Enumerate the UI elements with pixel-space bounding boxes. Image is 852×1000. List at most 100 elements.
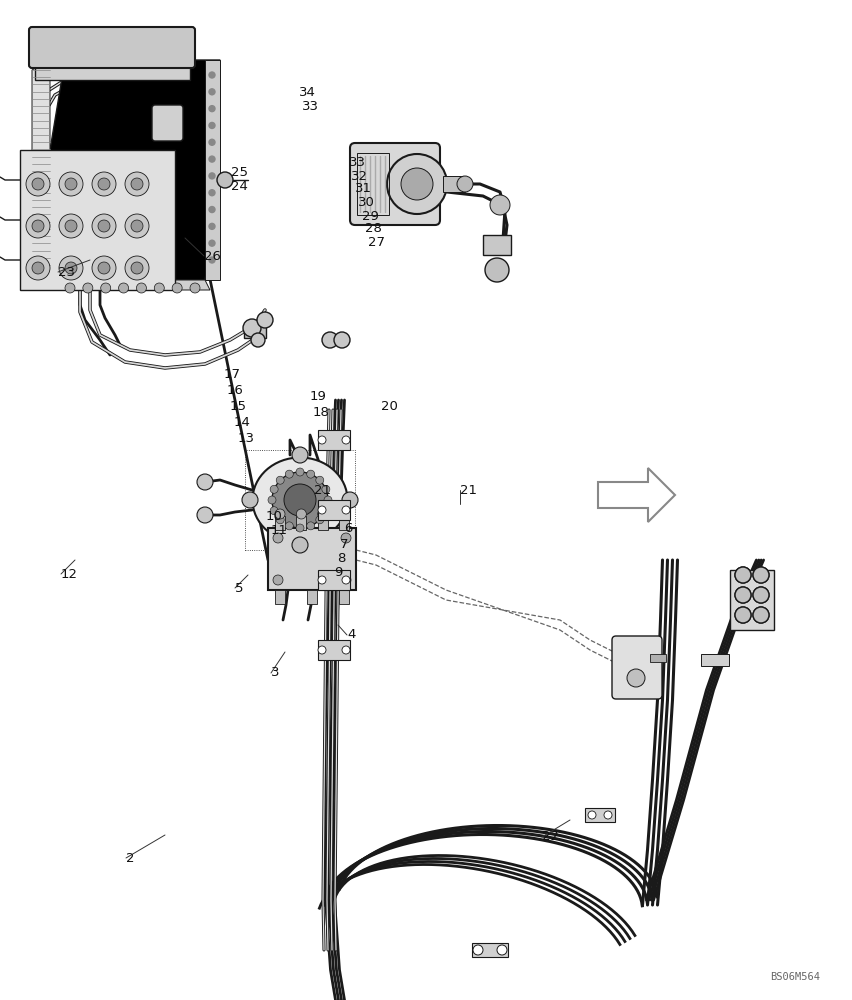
Circle shape xyxy=(65,262,77,274)
Circle shape xyxy=(341,575,351,585)
Circle shape xyxy=(296,509,307,519)
Text: 32: 32 xyxy=(351,169,368,182)
Circle shape xyxy=(334,332,350,348)
Text: 33: 33 xyxy=(302,100,319,112)
Circle shape xyxy=(457,176,473,192)
Circle shape xyxy=(485,258,509,282)
Text: 8: 8 xyxy=(337,552,345,564)
Circle shape xyxy=(268,496,276,504)
Circle shape xyxy=(32,220,44,232)
Circle shape xyxy=(735,607,751,623)
Circle shape xyxy=(154,283,164,293)
Circle shape xyxy=(243,319,261,337)
Circle shape xyxy=(284,484,316,516)
Circle shape xyxy=(341,533,351,543)
Circle shape xyxy=(342,492,358,508)
Bar xyxy=(483,235,511,255)
Bar xyxy=(245,450,355,550)
Circle shape xyxy=(342,576,350,584)
Circle shape xyxy=(209,173,215,179)
Text: 14: 14 xyxy=(234,416,250,428)
FancyBboxPatch shape xyxy=(612,636,662,699)
Circle shape xyxy=(209,156,215,162)
Text: 10: 10 xyxy=(266,510,283,522)
Circle shape xyxy=(735,607,751,623)
Circle shape xyxy=(588,811,596,819)
Polygon shape xyxy=(598,468,675,522)
Circle shape xyxy=(627,669,645,687)
Text: BS06M564: BS06M564 xyxy=(770,972,820,982)
Text: 30: 30 xyxy=(358,196,375,210)
Text: 5: 5 xyxy=(235,582,244,594)
Circle shape xyxy=(296,468,304,476)
Bar xyxy=(339,590,349,604)
Circle shape xyxy=(242,492,258,508)
Circle shape xyxy=(209,257,215,263)
Circle shape xyxy=(65,178,77,190)
Circle shape xyxy=(324,496,332,504)
Circle shape xyxy=(209,139,215,145)
Bar xyxy=(318,570,350,590)
Text: 34: 34 xyxy=(299,86,316,99)
Circle shape xyxy=(26,172,50,196)
Text: 19: 19 xyxy=(310,390,327,403)
Circle shape xyxy=(32,262,44,274)
Text: 33: 33 xyxy=(349,155,366,168)
Circle shape xyxy=(65,283,75,293)
Circle shape xyxy=(735,587,751,603)
Circle shape xyxy=(125,214,149,238)
Circle shape xyxy=(307,470,314,478)
Bar xyxy=(318,640,350,660)
Polygon shape xyxy=(32,60,50,270)
Bar xyxy=(701,654,729,666)
Bar xyxy=(275,590,285,604)
Circle shape xyxy=(753,567,769,583)
Circle shape xyxy=(125,172,149,196)
Polygon shape xyxy=(50,60,220,280)
Circle shape xyxy=(342,646,350,654)
Text: 18: 18 xyxy=(313,406,330,418)
Circle shape xyxy=(209,207,215,213)
Text: 21: 21 xyxy=(460,484,477,496)
Circle shape xyxy=(342,436,350,444)
Text: 15: 15 xyxy=(230,399,247,412)
Text: 11: 11 xyxy=(271,524,288,536)
Circle shape xyxy=(118,283,129,293)
Circle shape xyxy=(270,507,278,515)
Circle shape xyxy=(318,436,326,444)
Circle shape xyxy=(197,474,213,490)
Circle shape xyxy=(270,485,278,493)
Circle shape xyxy=(401,168,433,200)
Circle shape xyxy=(32,178,44,190)
Circle shape xyxy=(131,262,143,274)
Bar xyxy=(730,570,774,630)
Bar xyxy=(318,430,350,450)
Circle shape xyxy=(257,312,273,328)
Text: 29: 29 xyxy=(362,210,379,223)
Circle shape xyxy=(753,607,769,623)
Text: 24: 24 xyxy=(231,180,248,192)
Circle shape xyxy=(209,72,215,78)
Bar xyxy=(472,943,508,957)
Circle shape xyxy=(285,470,293,478)
Bar xyxy=(650,654,666,662)
Circle shape xyxy=(322,332,338,348)
Bar xyxy=(357,153,389,215)
Text: 12: 12 xyxy=(61,568,78,580)
Bar xyxy=(339,516,349,530)
Bar xyxy=(20,150,175,290)
Bar xyxy=(318,516,328,530)
Bar xyxy=(296,516,307,530)
Circle shape xyxy=(209,240,215,246)
Circle shape xyxy=(197,507,213,523)
Circle shape xyxy=(273,533,283,543)
Circle shape xyxy=(342,506,350,514)
Circle shape xyxy=(209,223,215,229)
Circle shape xyxy=(209,190,215,196)
Circle shape xyxy=(98,220,110,232)
Circle shape xyxy=(339,509,349,519)
Circle shape xyxy=(318,509,328,519)
Circle shape xyxy=(292,537,308,553)
Circle shape xyxy=(101,283,111,293)
Text: 6: 6 xyxy=(344,522,353,534)
